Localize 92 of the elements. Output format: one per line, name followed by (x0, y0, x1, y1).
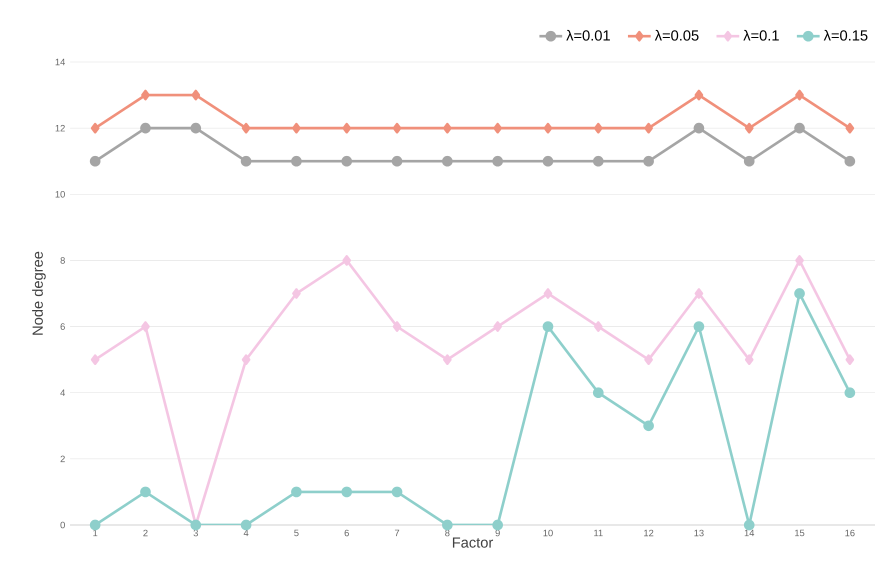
point (442, 156, 453, 167)
x-tick-label: 7 (394, 530, 400, 536)
x-tick-label: 12 (644, 530, 654, 536)
point (141, 90, 150, 100)
point (694, 321, 704, 332)
y-tick-label: 10 (56, 190, 65, 198)
point (90, 122, 100, 134)
point (90, 520, 100, 530)
point (643, 156, 654, 167)
point (846, 122, 854, 134)
point (292, 122, 301, 134)
y-tick-label: 12 (56, 124, 65, 132)
point (140, 122, 151, 134)
point (291, 156, 302, 167)
point (90, 354, 100, 365)
y-tick-label: 6 (60, 323, 65, 330)
point (594, 321, 603, 332)
point (493, 321, 502, 332)
y-tick-label: 4 (60, 390, 66, 396)
point (644, 122, 653, 134)
point (141, 321, 150, 332)
point (90, 156, 100, 167)
point (594, 122, 603, 134)
x-axis-title: Factor (452, 537, 494, 548)
point (644, 354, 653, 365)
point (492, 520, 503, 530)
point (744, 122, 754, 134)
point (392, 321, 402, 332)
point (744, 354, 754, 365)
point (544, 122, 552, 134)
x-tick-label: 15 (795, 530, 804, 536)
point (795, 90, 804, 100)
point (794, 288, 805, 299)
legend-label: λ=0.01 (566, 30, 610, 41)
x-tick-label: 8 (445, 530, 450, 536)
point (242, 122, 250, 134)
point (844, 156, 856, 167)
point (542, 156, 554, 167)
point (392, 486, 402, 498)
point (140, 486, 151, 498)
point (794, 122, 805, 134)
point (443, 122, 452, 134)
y-tick-label: 2 (60, 456, 65, 462)
point (492, 156, 503, 167)
point (240, 520, 252, 530)
x-tick-label: 11 (594, 530, 603, 536)
point (795, 255, 804, 266)
point (744, 520, 755, 530)
point (542, 321, 554, 332)
x-tick-label: 5 (294, 530, 299, 536)
point (592, 156, 604, 167)
point (191, 90, 200, 100)
y-tick-label: 14 (56, 58, 66, 66)
x-tick-label: 6 (344, 530, 349, 536)
point (443, 354, 452, 365)
y-axis-title: Node degree (32, 252, 46, 335)
point (846, 354, 854, 365)
x-tick-label: 2 (143, 530, 148, 536)
point (493, 122, 502, 134)
x-tick-label: 14 (744, 530, 754, 536)
point (342, 122, 352, 134)
point (694, 122, 704, 134)
point (592, 387, 604, 398)
x-tick-label: 3 (194, 530, 198, 536)
x-tick-label: 10 (543, 530, 553, 536)
x-tick-label: 16 (845, 530, 855, 536)
point (242, 354, 250, 365)
point (341, 486, 352, 498)
point (240, 156, 252, 167)
point (844, 387, 856, 398)
x-tick-label: 1 (93, 530, 98, 536)
legend-label: λ=0.15 (824, 30, 868, 41)
legend-label: λ=0.1 (743, 30, 779, 41)
legend-label: λ=0.05 (654, 30, 699, 41)
point (292, 288, 301, 299)
y-tick-label: 0 (60, 522, 65, 528)
point (392, 156, 402, 167)
point (392, 122, 402, 134)
point (291, 486, 302, 498)
point (341, 156, 352, 167)
point (744, 156, 755, 167)
point (694, 288, 704, 299)
point (694, 90, 704, 100)
point (643, 420, 654, 432)
y-tick-label: 8 (60, 257, 65, 264)
x-tick-label: 4 (244, 530, 248, 536)
x-tick-label: 9 (496, 530, 500, 536)
point (442, 520, 453, 530)
point (544, 288, 552, 299)
point (190, 122, 202, 134)
point (342, 255, 352, 266)
x-tick-label: 13 (694, 530, 704, 536)
